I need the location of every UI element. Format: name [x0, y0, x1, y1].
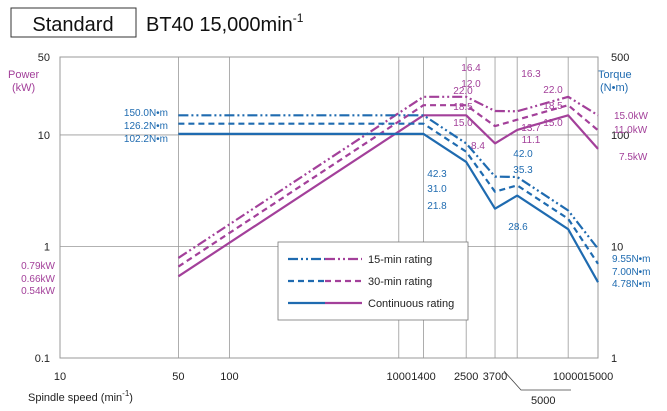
torque-left-label: 126.2N•m	[124, 121, 168, 132]
power-1400-label: 18.5	[453, 102, 473, 113]
legend-label: Continuous rating	[368, 298, 454, 310]
power-15-min-ratingline	[177, 95, 599, 259]
legend-label: 15-min rating	[368, 254, 432, 266]
x-tick-label: 10000	[553, 371, 584, 383]
standard-badge: Standard	[32, 14, 113, 36]
torque-3700-label: 42.3	[427, 169, 447, 180]
power-3700-label: 8.4	[471, 141, 485, 152]
torque-5000-label: 28.6	[508, 222, 528, 233]
right-axis-unit: (N•m)	[600, 82, 628, 94]
torque-5000-label: 42.0	[513, 149, 533, 160]
power-3700-label: 16.4	[461, 63, 481, 74]
power-left-label: 0.66kW	[21, 274, 55, 285]
torque-30-min-ratingline	[178, 122, 599, 265]
torque-3700-label: 31.0	[427, 184, 447, 195]
torque-5000-label: 28.6	[513, 0, 533, 3]
power-right-label: 15.0kW	[614, 111, 648, 122]
x-tick-label: 1400	[411, 371, 435, 383]
power-continuous-ratingline	[177, 114, 599, 278]
right-axis-title: Torque	[598, 69, 632, 81]
x-tick-label: 10	[54, 371, 66, 383]
left-tick-label: 1	[44, 241, 50, 253]
chart-title: BT40 15,000min-1	[146, 11, 304, 36]
left-axis-unit: (kW)	[12, 82, 35, 94]
power-left-label: 0.54kW	[21, 286, 55, 297]
right-tick-label: 1	[611, 353, 617, 365]
power-right-label: 7.5kW	[614, 0, 643, 3]
torque-right-label: 4.78N•m	[612, 279, 651, 290]
power-3700-label: 12.0	[461, 79, 481, 90]
torque-left-label: 150.0N•m	[124, 108, 168, 119]
standard-badge-box	[10, 7, 137, 38]
power-3700-label: 8.4	[464, 0, 478, 3]
x-tick-label: 50	[172, 371, 184, 383]
power-1400-label: 22.0	[453, 86, 473, 97]
x-tick-label: 15000	[583, 371, 614, 383]
power-5000-label: 16.3	[521, 69, 541, 80]
x-tick-label: 2500	[454, 371, 478, 383]
left-tick-label: 50	[38, 52, 50, 64]
legend-label: 30-min rating	[368, 276, 432, 288]
power-1400-label: 15.0	[453, 118, 473, 129]
power-5000-label: 13.7	[521, 123, 541, 134]
power-10000-label: 22.0	[543, 85, 563, 96]
power-10000-label: 18.5	[543, 101, 563, 112]
x-tick-label: 3700	[483, 371, 507, 383]
power-right-label: 11.0kW	[614, 125, 648, 136]
torque-right-label: 7.00N•m	[612, 267, 651, 278]
x-tick-label: 1000	[387, 371, 411, 383]
x-axis-title: Spindle speed (min-1)	[28, 389, 133, 404]
torque-15-min-ratingline	[178, 114, 599, 250]
x-tick-label: 100	[220, 371, 238, 383]
x-callout-5000: 5000	[531, 395, 555, 407]
x-callout-leader	[503, 370, 571, 391]
right-tick-label: 100	[611, 130, 629, 142]
legend: 15-min rating 30-min rating Continuous rat…	[277, 241, 469, 321]
torque-right-label: 9.55N•m	[612, 254, 651, 265]
power-30-min-ratingline	[177, 104, 599, 268]
torque-left-label: 102.2N•m	[124, 134, 168, 145]
power-right-label: 7.5kW	[619, 152, 648, 163]
power-10000-label: 15.0	[543, 118, 563, 129]
right-tick-label: 10	[611, 241, 623, 253]
torque-3700-label: 21.8	[427, 201, 447, 212]
left-axis-title: Power	[8, 69, 40, 81]
left-tick-label: 0.1	[35, 353, 50, 365]
right-tick-label: 500	[611, 52, 629, 64]
torque-continuous-ratingline	[178, 132, 599, 283]
left-tick-label: 10	[38, 130, 50, 142]
power-5000-label: 11.1	[522, 135, 541, 146]
power-left-label: 0.79kW	[21, 261, 55, 272]
torque-5000-label: 35.3	[513, 165, 533, 176]
